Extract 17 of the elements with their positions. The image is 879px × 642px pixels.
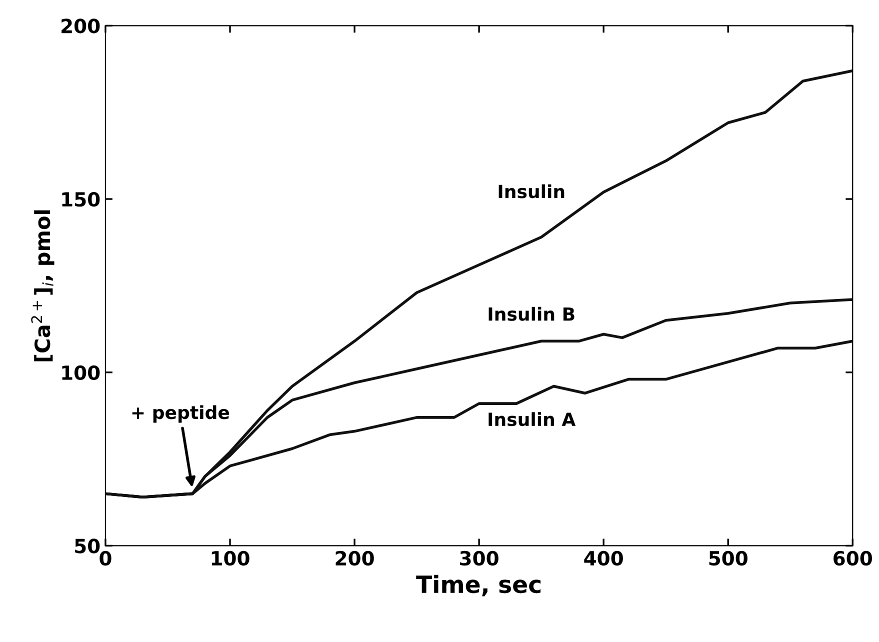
x-axis-title: Time, sec xyxy=(416,574,541,596)
x-tick-label: 400 xyxy=(584,550,623,566)
series-label: Insulin A xyxy=(488,412,576,426)
x-tick-label: 500 xyxy=(709,550,748,566)
x-tick-label: 300 xyxy=(460,550,498,566)
series-label: Insulin xyxy=(498,184,564,198)
x-tick-label: 0 xyxy=(100,550,112,566)
x-tick-label: 600 xyxy=(834,550,872,566)
y-tick-label: 200 xyxy=(62,18,100,34)
annotation: + peptide xyxy=(132,405,230,423)
x-tick-label: 100 xyxy=(212,550,250,566)
y-tick-label: 50 xyxy=(75,538,100,554)
y-tick-label: 100 xyxy=(62,365,100,380)
x-tick-label: 200 xyxy=(336,550,374,566)
y-axis-title: [Ca$^{2+}$]$_{i}$, pmol xyxy=(31,210,54,362)
y-tick-label: 150 xyxy=(62,192,100,207)
series-label: Insulin B xyxy=(488,306,574,321)
